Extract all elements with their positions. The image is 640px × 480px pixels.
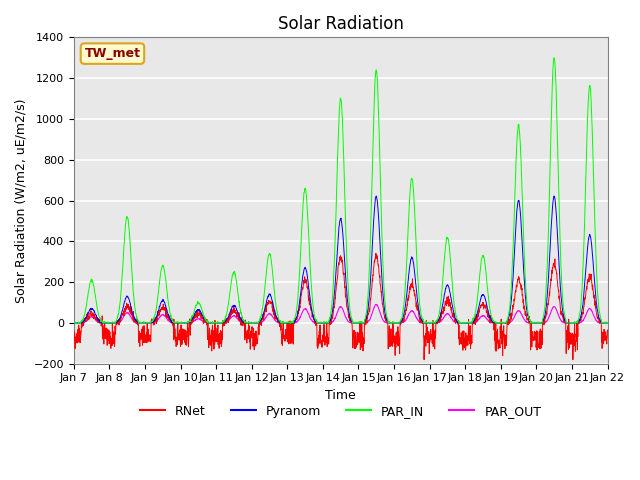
Title: Solar Radiation: Solar Radiation	[278, 15, 404, 33]
X-axis label: Time: Time	[325, 389, 356, 402]
Y-axis label: Solar Radiation (W/m2, uE/m2/s): Solar Radiation (W/m2, uE/m2/s)	[15, 98, 28, 303]
Legend: RNet, Pyranom, PAR_IN, PAR_OUT: RNet, Pyranom, PAR_IN, PAR_OUT	[135, 400, 547, 423]
Text: TW_met: TW_met	[84, 47, 140, 60]
